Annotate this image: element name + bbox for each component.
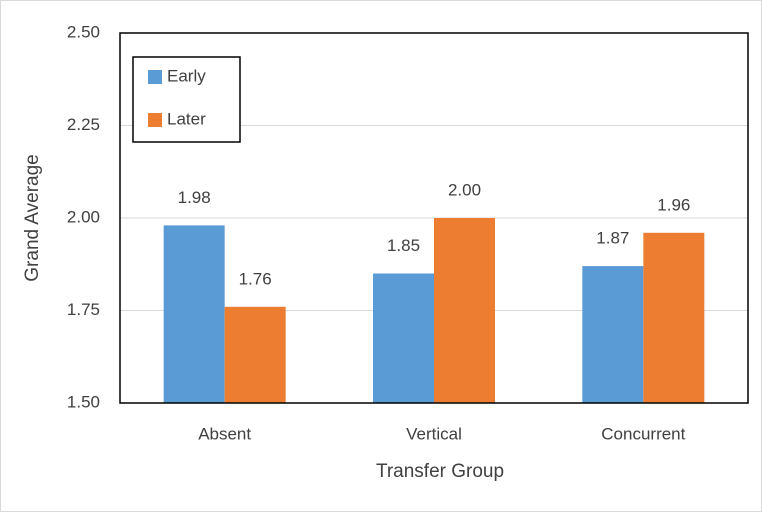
bar [373, 273, 434, 403]
x-tick-label: Vertical [406, 424, 462, 443]
data-label: 1.96 [657, 195, 690, 214]
bar [582, 266, 644, 403]
y-tick-label: 2.25 [67, 115, 100, 134]
data-label: 2.00 [448, 180, 481, 199]
y-tick-label: 1.50 [67, 392, 100, 411]
data-label: 1.85 [387, 236, 420, 255]
y-tick-label: 1.75 [67, 300, 100, 319]
x-axis-title: Transfer Group [376, 461, 504, 482]
bar [434, 218, 495, 403]
x-tick-label: Concurrent [601, 424, 685, 443]
bar [224, 306, 286, 403]
legend-box [132, 56, 241, 143]
data-label: 1.76 [239, 269, 272, 288]
data-label: 1.87 [596, 229, 629, 248]
y-tick-label: 2.50 [67, 22, 100, 41]
legend-swatch [148, 113, 162, 127]
legend-label: Early [167, 66, 206, 85]
y-tick-label: 2.00 [67, 207, 100, 226]
bar [643, 232, 705, 403]
legend-label: Later [167, 109, 206, 128]
data-label: 1.98 [178, 188, 211, 207]
y-axis-title: Grand Average [22, 154, 43, 281]
plot-border [119, 32, 749, 404]
bar [163, 225, 225, 403]
legend-swatch [148, 70, 162, 84]
x-tick-label: Absent [198, 424, 251, 443]
